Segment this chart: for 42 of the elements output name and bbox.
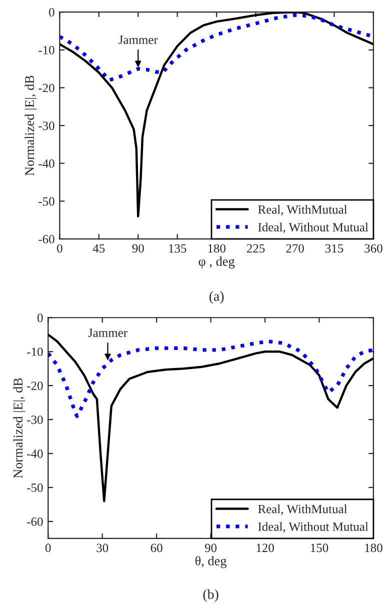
line-series [48,340,374,418]
x-tick-label: 270 [286,244,304,253]
x-tick-label: 360 [364,244,382,253]
y-tick-label: -10 [38,46,54,54]
y-tick-label: -40 [27,450,43,458]
y-tick-label: -60 [27,517,43,526]
x-tick-label: 60 [150,544,162,552]
y-tick-label: -20 [38,84,54,92]
annotation: Jammer [88,328,128,338]
x-axis-title: φ , deg [198,256,235,269]
text: (a) [209,291,224,304]
x-tick-label: 180 [208,244,226,253]
y-tick-label: -10 [27,348,43,356]
y-tick-label: -50 [38,197,54,206]
x-tick-label: 90 [132,244,144,253]
legend-label: Ideal, Without Mutual [258,222,368,234]
x-tick-label: 315 [325,244,344,253]
legend-label: Real, WithMutual [258,204,348,216]
y-tick-label: -60 [38,235,54,244]
y-tick-label: -40 [38,159,54,168]
x-axis-title: θ, deg [195,556,227,568]
annotation: Jammer [118,36,158,44]
y-tick-label: -20 [27,382,43,390]
x-tick-label: 90 [204,544,217,552]
x-tick-label: 120 [256,544,274,552]
legend-label: Ideal, Without Mutual [258,522,368,533]
x-tick-label: 135 [169,244,186,253]
y-axis-title: Normalized |E|, dB [24,76,37,176]
x-tick-label: 30 [96,544,108,552]
y-tick-label: -30 [27,416,43,424]
text: (b) [203,589,218,602]
x-tick-label: 225 [246,244,265,253]
x-tick-label: 180 [365,544,382,552]
x-tick-label: 45 [92,244,105,253]
legend-label: Real, WithMutual [258,504,348,516]
y-tick-label: -30 [38,122,54,130]
x-tick-label: 150 [310,544,328,552]
y-tick-label: -50 [27,484,43,492]
x-tick-label: 0 [57,244,62,253]
y-axis-title: Normalized |E|, dB [13,378,26,478]
y-tick-label: 0 [37,314,43,322]
y-tick-label: 0 [49,8,54,17]
